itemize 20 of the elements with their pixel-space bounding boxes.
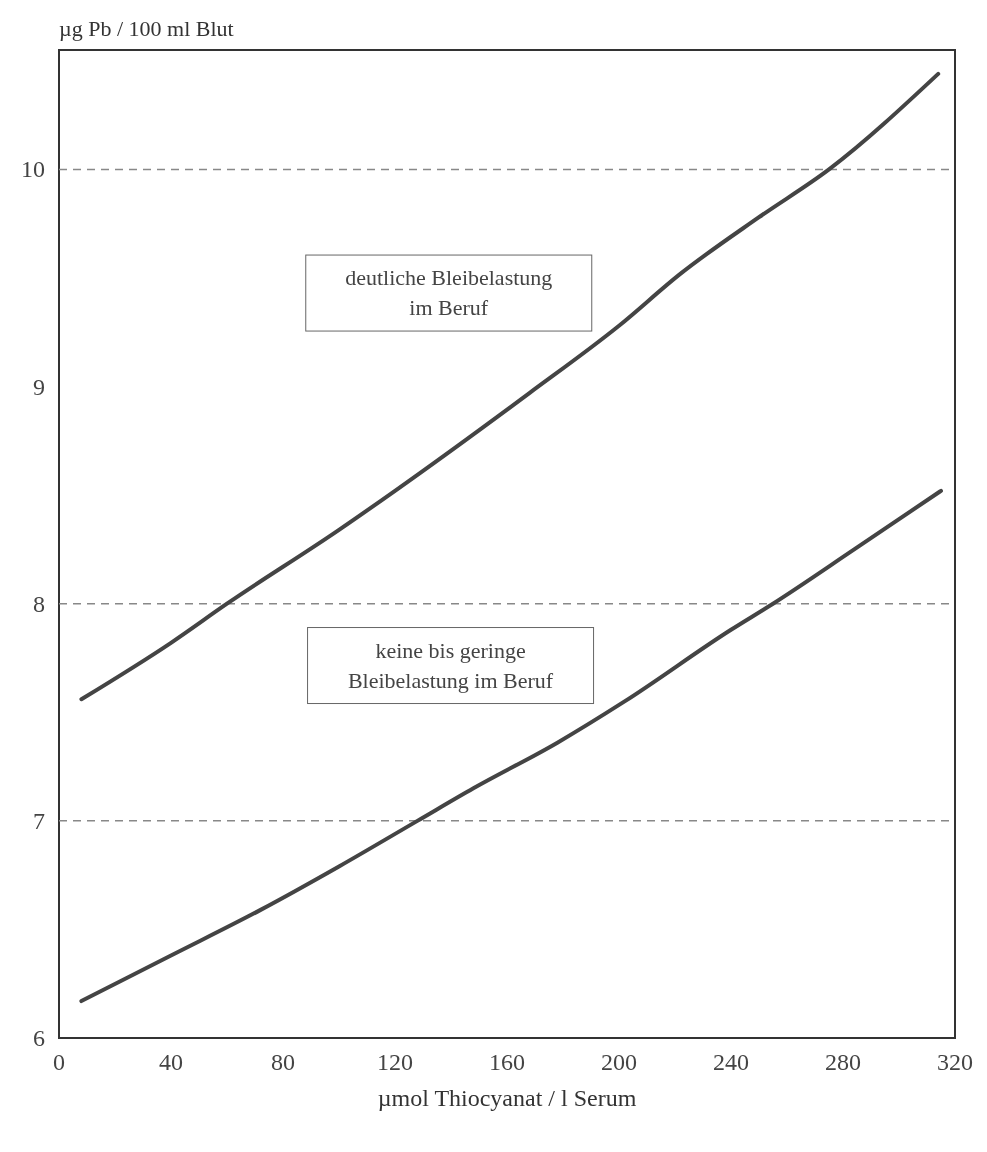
line-series [79, 71, 941, 702]
text: keine bis geringe Bleibelastung im Beruf [347, 637, 554, 693]
x-axis-title: µmol Thiocyanat / l Serum [377, 1085, 637, 1111]
text: deutliche Bleibelastung im Beruf [345, 265, 553, 321]
x-tick-label: 240 [713, 1049, 749, 1075]
y-tick-label: 7 [33, 807, 45, 834]
y-tick-label: 8 [33, 590, 45, 617]
x-tick-label: 120 [377, 1049, 413, 1075]
x-tick-label: 160 [489, 1049, 525, 1075]
x-tick-label: 80 [271, 1049, 295, 1075]
x-tick-label: 0 [53, 1049, 65, 1075]
x-tick-label: 320 [937, 1049, 973, 1075]
y-tick-label: 6 [33, 1025, 45, 1051]
x-tick-label: 40 [159, 1049, 183, 1075]
line-series [79, 488, 943, 1004]
x-tick-label: 280 [825, 1049, 861, 1075]
y-axis-title: µg Pb / 100 ml Blut [59, 16, 234, 41]
y-tick-label: 10 [21, 156, 45, 183]
x-tick-label: 200 [601, 1049, 637, 1075]
y-tick-label: 9 [33, 373, 45, 400]
